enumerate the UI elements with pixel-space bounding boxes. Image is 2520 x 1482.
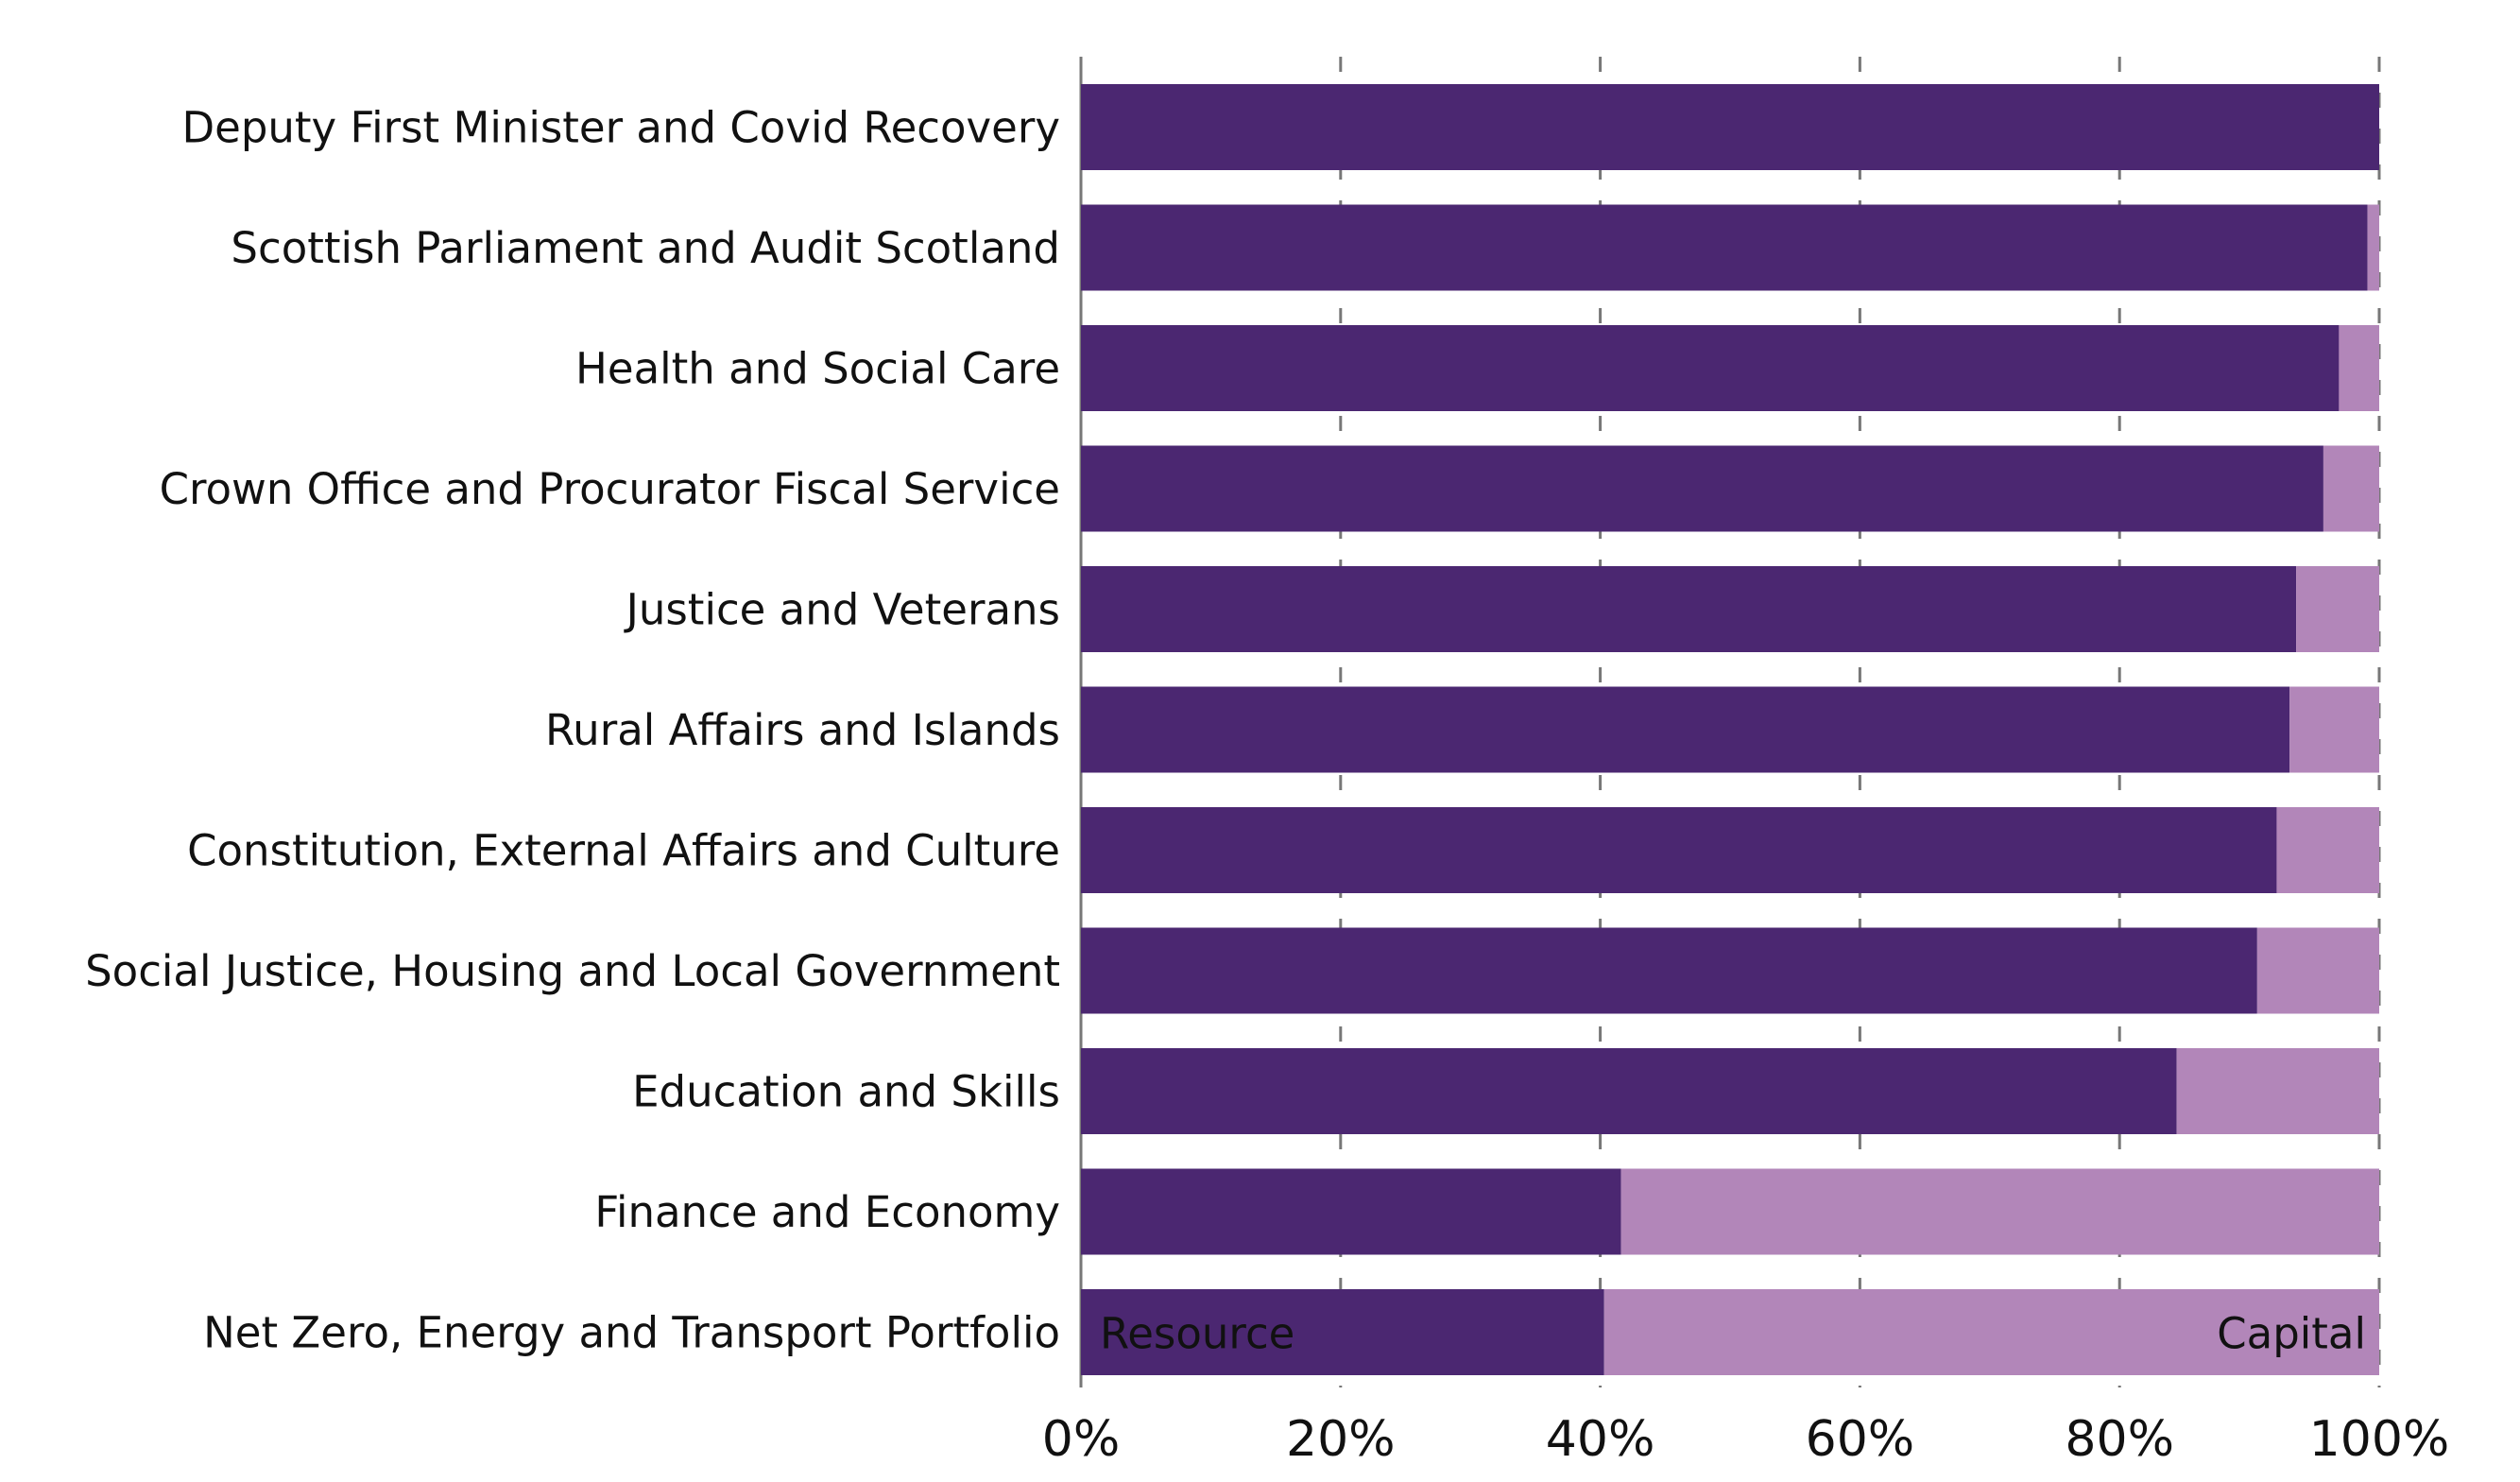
bar-capital [2276,807,2379,893]
bar-resource [1081,686,2290,773]
bar-resource [1081,566,2297,652]
legend-resource: Resource [1100,1309,1294,1359]
bar-capital [2323,445,2379,532]
bar-resource [1081,927,2257,1014]
category-label: Crown Office and Procurator Fiscal Servi… [160,464,1060,514]
category-label: Constitution, External Affairs and Cultu… [187,826,1060,876]
category-label: Health and Social Care [575,344,1060,394]
category-label: Scottish Parliament and Audit Scotland [231,223,1060,273]
bar-resource [1081,204,2368,291]
legend-capital: Capital [2217,1309,2366,1359]
x-tick-label: 20% [1286,1411,1396,1468]
bar-resource [1081,807,2277,893]
bar-capital [2296,566,2379,652]
bar-capital [1620,1168,2379,1255]
x-tick-label: 80% [2065,1411,2174,1468]
x-tick-labels: 0% 20% 40% 60% 80% 100% [1042,1411,2450,1468]
x-tick-label: 100% [2309,1411,2450,1468]
bar-capital [2176,1048,2379,1134]
category-labels: Deputy First Minister and Covid Recovery… [85,103,1060,1358]
category-label: Rural Affairs and Islands [545,705,1060,755]
x-tick-label: 60% [1806,1411,1915,1468]
bar-capital [2289,686,2379,773]
bar-capital [2367,204,2379,291]
category-label: Deputy First Minister and Covid Recovery [181,103,1060,153]
legend-labels: Resource Capital [1100,1309,2366,1359]
bar-capital [2339,325,2379,411]
bar-resource [1081,1168,1621,1255]
category-label: Net Zero, Energy and Transport Portfolio [203,1308,1060,1358]
bar-capital [1603,1289,2379,1375]
bar-resource [1081,325,2340,411]
bar-resource [1081,1048,2177,1134]
category-label: Social Justice, Housing and Local Govern… [85,946,1060,996]
category-label: Education and Skills [632,1067,1060,1117]
bar-resource [1081,445,2323,532]
x-tick-label: 40% [1546,1411,1655,1468]
bar-resource [1081,84,2379,170]
category-label: Finance and Economy [594,1187,1060,1237]
x-tick-label: 0% [1042,1411,1121,1468]
category-label: Justice and Veterans [624,585,1060,635]
bars [1081,84,2379,1375]
bar-capital [2256,927,2379,1014]
bar-resource [1081,1289,1604,1375]
